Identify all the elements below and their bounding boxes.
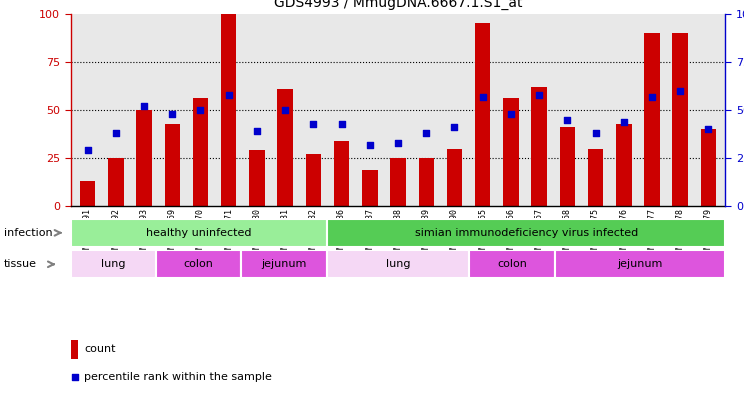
- Bar: [327, 219, 725, 247]
- Bar: [221, 14, 237, 206]
- Text: colon: colon: [184, 259, 214, 269]
- Point: [590, 130, 602, 136]
- Point: [194, 107, 206, 113]
- Point: [138, 103, 150, 109]
- Text: percentile rank within the sample: percentile rank within the sample: [84, 372, 272, 382]
- Bar: [136, 110, 152, 206]
- Bar: [242, 250, 327, 278]
- Text: jejunum: jejunum: [618, 259, 663, 269]
- Bar: [71, 219, 327, 247]
- Point: [307, 120, 319, 127]
- Text: count: count: [84, 344, 115, 354]
- Bar: [701, 129, 716, 206]
- Bar: [588, 149, 603, 206]
- Point: [279, 107, 291, 113]
- Bar: [446, 149, 462, 206]
- Bar: [531, 87, 547, 206]
- Text: tissue: tissue: [4, 259, 36, 269]
- Bar: [80, 181, 95, 206]
- Point: [364, 141, 376, 148]
- Point: [110, 130, 122, 136]
- Bar: [616, 123, 632, 206]
- Title: GDS4993 / MmugDNA.6667.1.S1_at: GDS4993 / MmugDNA.6667.1.S1_at: [274, 0, 522, 10]
- Point: [336, 120, 347, 127]
- Text: lung: lung: [386, 259, 410, 269]
- Bar: [156, 250, 242, 278]
- Bar: [249, 151, 265, 206]
- Bar: [559, 127, 575, 206]
- Point: [674, 88, 686, 94]
- Bar: [306, 154, 321, 206]
- Bar: [327, 250, 469, 278]
- Bar: [362, 170, 378, 206]
- Bar: [475, 24, 490, 206]
- Bar: [391, 158, 405, 206]
- Bar: [193, 99, 208, 206]
- Bar: [469, 250, 554, 278]
- Point: [167, 111, 179, 117]
- Text: colon: colon: [497, 259, 527, 269]
- Point: [82, 147, 94, 154]
- Point: [477, 94, 489, 100]
- Point: [222, 92, 234, 98]
- Bar: [164, 123, 180, 206]
- Bar: [503, 99, 519, 206]
- Point: [702, 126, 714, 132]
- Bar: [554, 250, 725, 278]
- Bar: [418, 158, 434, 206]
- Text: jejunum: jejunum: [261, 259, 307, 269]
- Point: [392, 140, 404, 146]
- Point: [505, 111, 517, 117]
- Bar: [71, 250, 156, 278]
- Bar: [278, 89, 293, 206]
- Point: [449, 124, 461, 130]
- Bar: [108, 158, 124, 206]
- Point: [646, 94, 658, 100]
- Text: healthy uninfected: healthy uninfected: [146, 228, 251, 238]
- Point: [251, 128, 263, 134]
- Bar: [644, 33, 660, 206]
- Point: [618, 118, 629, 125]
- Text: simian immunodeficiency virus infected: simian immunodeficiency virus infected: [414, 228, 638, 238]
- Bar: [673, 33, 688, 206]
- Point: [69, 374, 81, 380]
- Bar: [71, 340, 78, 359]
- Point: [562, 116, 574, 123]
- Bar: [334, 141, 350, 206]
- Point: [420, 130, 432, 136]
- Point: [533, 92, 545, 98]
- Text: lung: lung: [101, 259, 126, 269]
- Text: infection: infection: [4, 228, 52, 238]
